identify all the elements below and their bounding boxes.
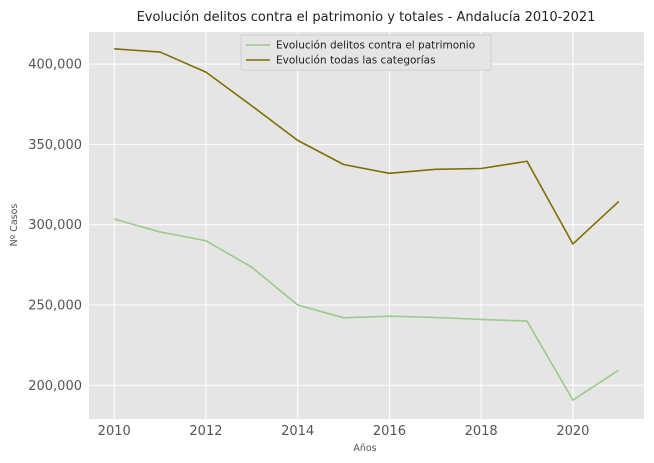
y-axis-ticks: 200,000 250,000 300,000 350,000 400,000 (28, 58, 82, 394)
y-tick-label: 400,000 (28, 58, 82, 73)
y-tick-label: 250,000 (28, 298, 82, 313)
series-line-patrimonio (114, 218, 620, 401)
legend-label-patrimonio: Evolución delitos contra el patrimonio (276, 40, 475, 52)
x-tick-label: 2010 (98, 424, 131, 439)
x-tick-label: 2014 (281, 424, 314, 439)
y-tick-label: 300,000 (28, 218, 82, 233)
x-tick-label: 2012 (189, 424, 222, 439)
x-tick-label: 2018 (465, 424, 498, 439)
x-tick-label: 2020 (556, 424, 589, 439)
y-axis-label: Nº Casos (9, 204, 20, 247)
legend-label-totales: Evolución todas las categorías (276, 55, 436, 67)
plot-area (89, 32, 644, 419)
y-tick-label: 200,000 (28, 379, 82, 394)
legend-box (240, 34, 492, 71)
x-axis-label: Años (353, 443, 376, 454)
y-tick-label: 350,000 (28, 138, 82, 153)
legend: Evolución delitos contra el patrimonio E… (240, 34, 492, 71)
chart-title: Evolución delitos contra el patrimonio y… (137, 10, 596, 25)
series-line-totales (114, 48, 620, 245)
series-lines (114, 48, 620, 401)
x-axis-ticks: 2010 2012 2014 2016 2018 2020 (98, 424, 590, 439)
x-tick-label: 2016 (373, 424, 406, 439)
